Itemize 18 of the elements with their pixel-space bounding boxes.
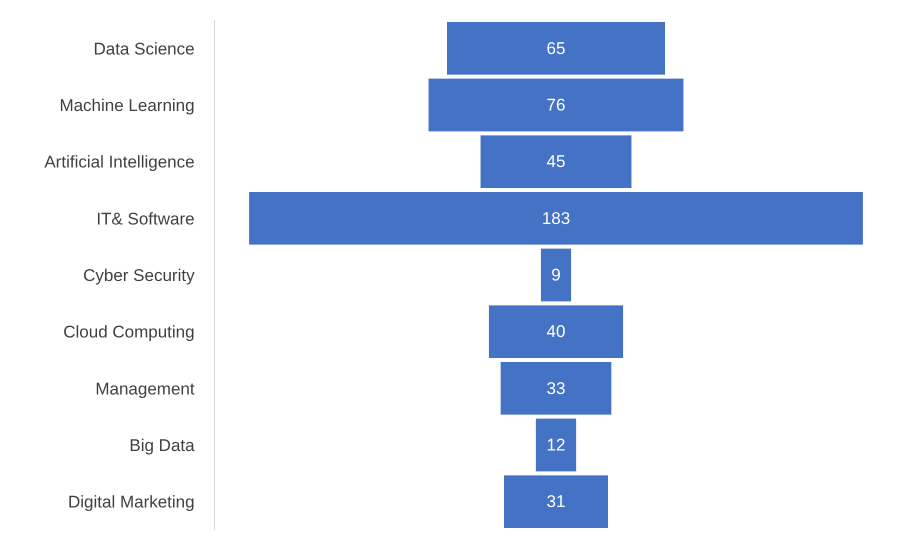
category-label: Cyber Security xyxy=(83,266,196,285)
data-label: 40 xyxy=(546,322,566,342)
data-label: 65 xyxy=(546,38,566,58)
data-label: 76 xyxy=(546,96,566,114)
data-label: 45 xyxy=(546,152,566,172)
data-label: 9 xyxy=(551,266,561,284)
category-label: Cloud Computing xyxy=(63,322,195,342)
data-label: 33 xyxy=(546,378,566,398)
category-label: IT& Software xyxy=(96,209,195,228)
category-label: Management xyxy=(95,379,195,398)
category-label: Data Science xyxy=(93,39,195,58)
category-label: Artificial Intelligence xyxy=(44,152,195,172)
category-label: Digital Marketing xyxy=(68,492,195,512)
data-label: 12 xyxy=(546,436,566,454)
category-label: Machine Learning xyxy=(59,96,195,115)
category-label: Big Data xyxy=(129,436,196,455)
data-label: 31 xyxy=(546,492,566,512)
data-label: 183 xyxy=(542,208,570,228)
